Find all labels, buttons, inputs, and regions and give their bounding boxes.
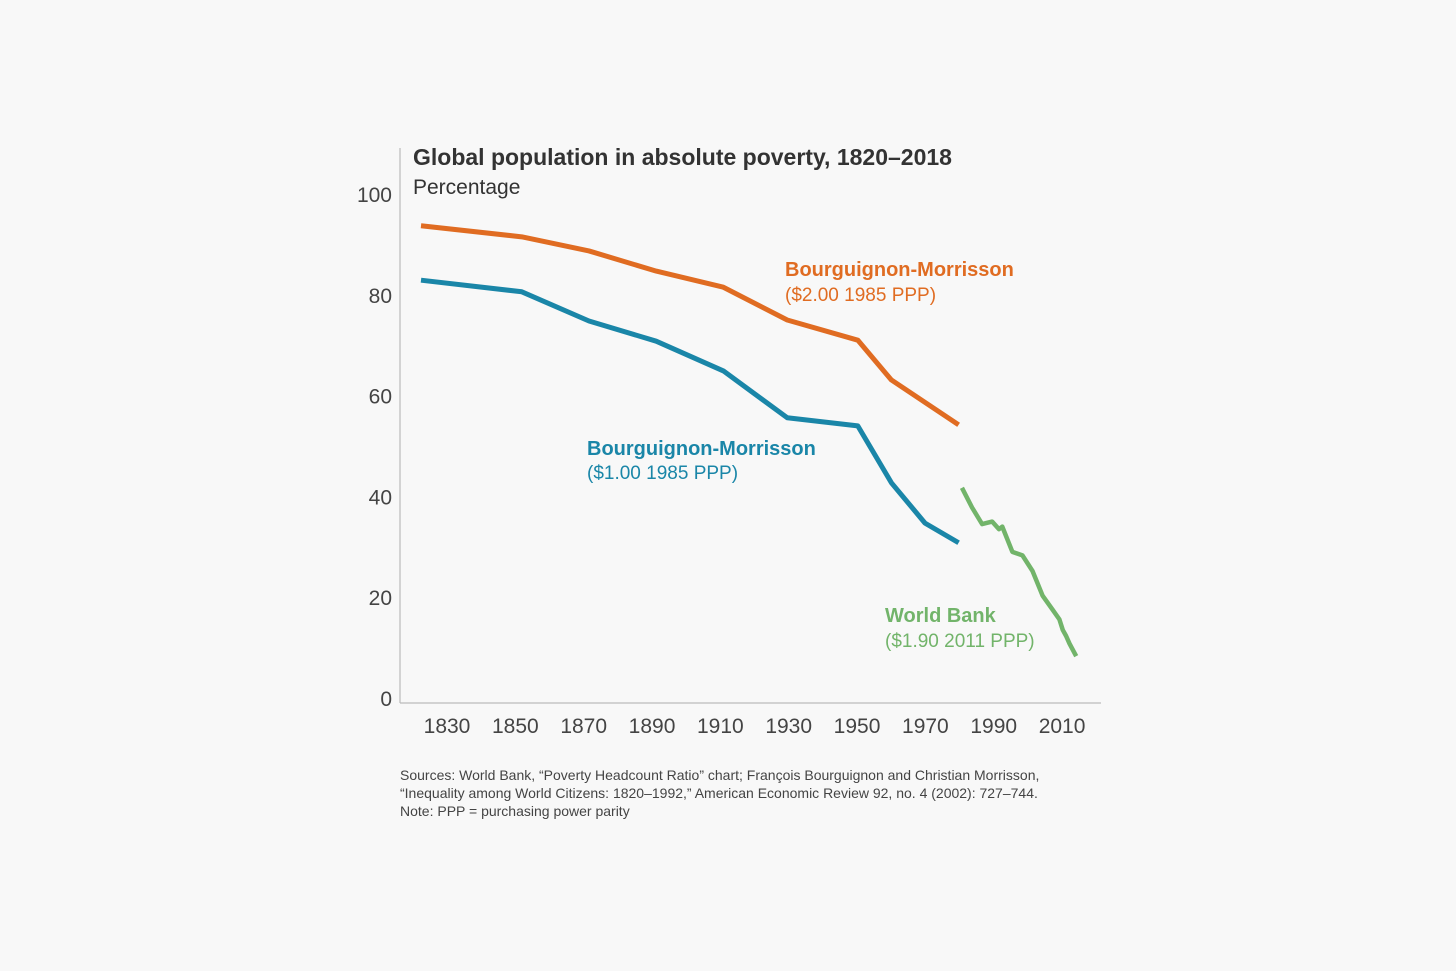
x-tick-label: 1930 — [765, 715, 812, 738]
series-line-green-worldbank-line — [959, 486, 1079, 658]
x-tick-label: 1850 — [492, 715, 539, 738]
x-tick-label: 1950 — [834, 715, 881, 738]
series-label-green: World Bank — [885, 605, 997, 627]
series-sublabel-orange: ($2.00 1985 PPP) — [785, 285, 936, 306]
x-tick-label: 1890 — [629, 715, 676, 738]
series-sublabel-blue: ($1.00 1985 PPP) — [587, 463, 738, 484]
y-tick-label: 100 — [357, 184, 392, 207]
x-tick-label: 1970 — [902, 715, 949, 738]
series-line-blue-1usd-line — [420, 277, 960, 545]
x-tick-label: 1910 — [697, 715, 744, 738]
sources-text: Sources: World Bank, “Poverty Headcount … — [400, 767, 1040, 801]
y-tick-label: 80 — [369, 285, 392, 308]
series-label-orange: Bourguignon-Morrisson — [785, 259, 1014, 281]
chart-notes: Sources: World Bank, “Poverty Headcount … — [400, 766, 1100, 820]
chart-title: Global population in absolute poverty, 1… — [413, 144, 952, 170]
chart-subtitle: Percentage — [413, 176, 520, 199]
series-sublabel-green: ($1.90 2011 PPP) — [885, 631, 1035, 652]
y-tick-label: 0 — [380, 688, 392, 711]
x-tick-label: 1830 — [424, 715, 471, 738]
x-tick-label: 1870 — [560, 715, 607, 738]
y-tick-label: 60 — [369, 386, 392, 409]
ppp-note: Note: PPP = purchasing power parity — [400, 803, 630, 819]
x-tick-label: 1990 — [970, 715, 1017, 738]
x-tick-label: 2010 — [1039, 715, 1086, 738]
y-tick-label: 40 — [369, 486, 392, 509]
y-tick-label: 20 — [369, 587, 392, 610]
series-label-blue: Bourguignon-Morrisson — [587, 438, 816, 460]
series-line-orange-2usd-line — [420, 223, 960, 427]
